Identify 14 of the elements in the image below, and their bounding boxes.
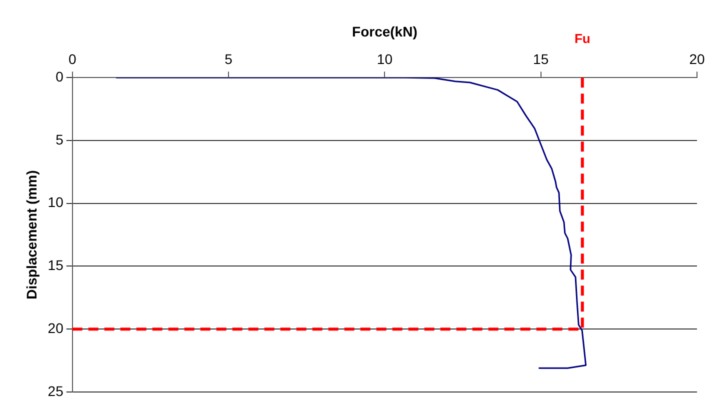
x-tick-label: 15 xyxy=(533,51,549,68)
y-tick-label: 25 xyxy=(48,382,64,399)
x-tick-label: 0 xyxy=(68,51,76,68)
y-tick-label: 0 xyxy=(56,68,64,84)
y-tick-label: 20 xyxy=(48,320,64,336)
y-tick-label: 5 xyxy=(56,131,64,148)
x-axis-title: Force(kN) xyxy=(352,23,418,40)
y-tick-label: 15 xyxy=(48,257,64,274)
x-tick-label: 10 xyxy=(376,51,393,68)
x-tick-label: 20 xyxy=(689,51,705,68)
x-tick-label: 5 xyxy=(224,51,233,68)
ref-line-label: Fu xyxy=(574,31,590,46)
y-axis-title: Displacement (mm) xyxy=(23,170,40,300)
y-tick-label: 10 xyxy=(48,194,64,210)
